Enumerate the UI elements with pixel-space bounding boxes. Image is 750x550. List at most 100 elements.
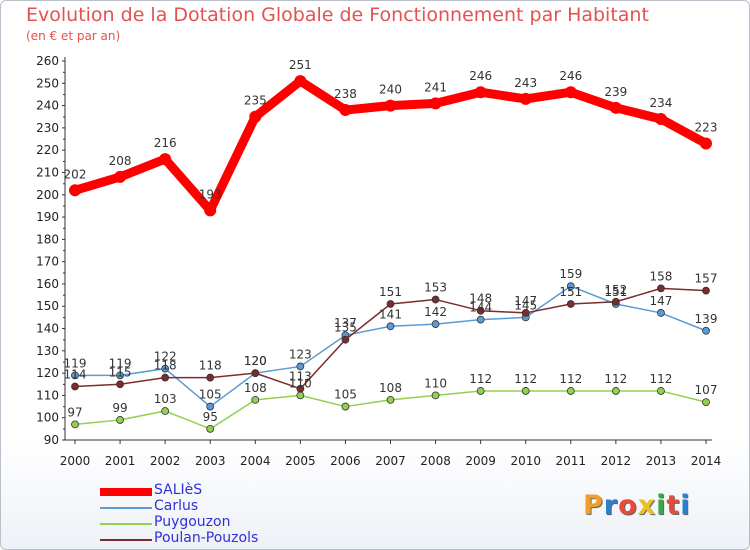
data-label-sali-s: 208 [109, 154, 132, 168]
logo-letter: P [583, 490, 604, 521]
y-tick-label: 210 [36, 165, 59, 179]
data-label-sali-s: 193 [199, 187, 222, 201]
data-point-poulan-pouzols [566, 300, 575, 308]
data-label-sali-s: 238 [334, 87, 357, 101]
data-label-carlus: 105 [199, 388, 222, 402]
data-label-carlus: 151 [604, 285, 627, 299]
data-point-carlus [386, 322, 395, 331]
y-tick-label: 90 [44, 433, 59, 447]
data-label-carlus: 137 [334, 316, 357, 330]
data-point-sali-s [384, 99, 397, 112]
data-point-puygouzon [251, 395, 260, 404]
data-label-poulan-pouzols: 157 [695, 272, 718, 286]
proxiti-logo: Proxiti [583, 490, 691, 521]
data-label-puygouzon: 108 [244, 381, 267, 395]
data-point-sali-s [69, 184, 81, 197]
data-point-carlus [116, 371, 124, 380]
data-point-poulan-pouzols [611, 297, 620, 306]
y-tick-label: 120 [36, 366, 59, 380]
y-tick-label: 180 [36, 232, 59, 246]
data-point-puygouzon [521, 387, 530, 395]
legend-label: Poulan-Pouzols [154, 530, 259, 546]
data-point-poulan-pouzols [206, 373, 215, 382]
x-tick-label: 2004 [240, 454, 271, 468]
data-point-puygouzon [611, 387, 620, 395]
data-label-poulan-pouzols: 113 [289, 370, 312, 384]
data-label-puygouzon: 108 [379, 381, 402, 395]
data-point-sali-s [249, 110, 262, 123]
data-point-puygouzon [657, 387, 665, 395]
data-label-carlus: 142 [424, 305, 447, 319]
data-point-poulan-pouzols [476, 306, 485, 315]
data-point-puygouzon [116, 416, 124, 424]
logo-letter: o [618, 490, 638, 521]
data-label-puygouzon: 112 [559, 372, 582, 386]
data-label-puygouzon: 103 [154, 392, 177, 406]
data-label-poulan-pouzols: 114 [64, 367, 87, 381]
x-tick-label: 2007 [375, 454, 406, 468]
data-label-puygouzon: 112 [604, 372, 627, 386]
data-label-puygouzon: 97 [67, 405, 82, 419]
logo-letter: i [680, 490, 691, 521]
x-tick-label: 2003 [195, 454, 226, 468]
data-label-puygouzon: 110 [424, 376, 447, 390]
data-label-poulan-pouzols: 148 [469, 292, 492, 306]
data-label-puygouzon: 110 [289, 376, 312, 390]
data-point-carlus [71, 371, 79, 380]
data-label-sali-s: 223 [695, 120, 718, 134]
data-label-sali-s: 235 [244, 94, 267, 108]
data-label-poulan-pouzols: 118 [154, 359, 177, 373]
data-point-carlus [702, 326, 710, 335]
legend-label: Puygouzon [154, 514, 231, 530]
data-point-carlus [431, 320, 440, 328]
data-label-sali-s: 251 [289, 58, 312, 72]
data-point-sali-s [474, 86, 487, 99]
data-point-puygouzon [206, 424, 215, 433]
data-label-sali-s: 241 [424, 80, 447, 94]
y-tick-label: 100 [36, 411, 59, 425]
data-point-puygouzon [386, 395, 395, 404]
data-point-poulan-pouzols [71, 382, 79, 391]
data-label-puygouzon: 107 [695, 383, 718, 397]
x-tick-label: 2014 [691, 454, 722, 468]
axes: 90 100 110 120 130 140 150 160 170 180 190 200 210 22… [36, 54, 721, 468]
y-tick-label: 230 [36, 121, 59, 135]
data-point-sali-s [609, 101, 622, 114]
data-point-poulan-pouzols [161, 373, 170, 382]
data-point-sali-s [700, 137, 712, 150]
data-label-sali-s: 234 [649, 96, 672, 110]
legend-label: SALIèS [154, 482, 203, 498]
data-point-puygouzon [431, 391, 440, 400]
data-label-sali-s: 246 [559, 69, 582, 83]
data-label-poulan-pouzols: 120 [244, 354, 267, 368]
data-point-poulan-pouzols [251, 369, 260, 378]
x-tick-label: 2006 [330, 454, 361, 468]
chart-title: Evolution de la Dotation Globale de Fonc… [26, 4, 649, 26]
data-point-sali-s [564, 86, 577, 99]
data-point-carlus [206, 402, 215, 411]
data-point-poulan-pouzols [116, 380, 124, 389]
y-tick-label: 220 [36, 143, 59, 157]
data-label-carlus: 139 [695, 312, 718, 326]
y-tick-label: 140 [36, 322, 59, 336]
data-point-carlus [566, 282, 575, 291]
x-tick-label: 2009 [465, 454, 496, 468]
y-tick-label: 190 [36, 210, 59, 224]
x-tick-label: 2010 [510, 454, 541, 468]
data-label-sali-s: 239 [604, 85, 627, 99]
data-point-poulan-pouzols [296, 384, 305, 393]
data-point-carlus [296, 362, 305, 371]
data-label-puygouzon: 99 [112, 401, 127, 415]
data-point-puygouzon [161, 407, 170, 415]
x-tick-label: 2005 [285, 454, 316, 468]
logo-letter: r [603, 490, 619, 521]
data-label-poulan-pouzols: 135 [334, 321, 357, 335]
y-tick-label: 200 [36, 188, 59, 202]
data-point-sali-s [114, 170, 127, 183]
data-label-puygouzon: 112 [649, 372, 672, 386]
data-point-poulan-pouzols [386, 300, 395, 308]
data-label-puygouzon: 112 [469, 372, 492, 386]
y-tick-label: 160 [36, 277, 59, 291]
data-label-carlus: 159 [559, 267, 582, 281]
